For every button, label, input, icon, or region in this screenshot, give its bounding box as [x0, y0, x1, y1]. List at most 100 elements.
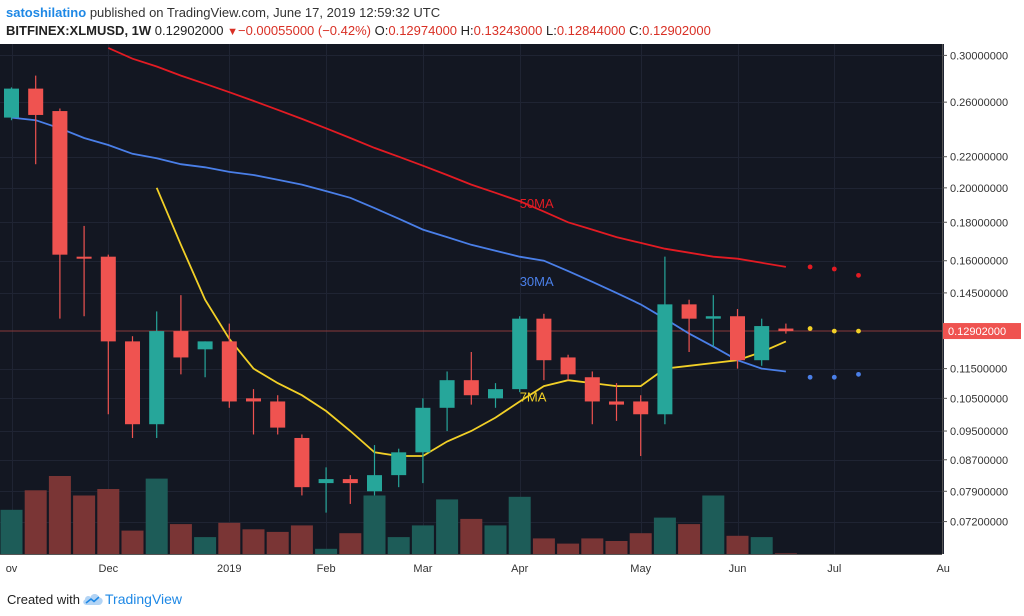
candle-body [149, 331, 165, 425]
time-tick-label: Au [936, 563, 949, 575]
candle-body [415, 407, 431, 453]
volume-bar [48, 476, 71, 554]
candle-body [367, 475, 382, 492]
projection-dot [831, 374, 837, 380]
candle-body [391, 452, 407, 476]
candle-body [512, 318, 528, 390]
candles [4, 75, 794, 513]
volume-bar [532, 538, 555, 554]
volume-bar [145, 478, 168, 554]
volume-bar [678, 524, 701, 554]
volume-bar [73, 495, 96, 554]
candle-body [705, 316, 721, 319]
projection-dot [807, 374, 813, 380]
publish-date: published on TradingView.com, June 17, 2… [89, 5, 441, 20]
volume-bars [0, 476, 797, 554]
candle-body [633, 401, 649, 415]
volume-bar [169, 524, 192, 554]
time-tick-label: Mar [413, 563, 432, 575]
projection-dot [807, 264, 813, 270]
candle-body [4, 88, 19, 118]
candle-body [439, 380, 455, 408]
volume-bar [702, 495, 725, 554]
price-tick-label: 0.09500000 [950, 426, 1008, 438]
price-axis[interactable]: 0.30000000 0.26000000 0.22000000 0.20000000… [942, 50, 1021, 529]
candle-body [197, 341, 213, 350]
last-price-label: 0.12902000 [948, 326, 1006, 338]
projection-dot [831, 266, 837, 272]
price-tick-label: 0.14500000 [950, 288, 1008, 300]
candle-body [76, 256, 92, 259]
time-tick-label: Apr [511, 563, 528, 575]
candle-body [463, 380, 479, 396]
time-tick-label: 2019 [217, 563, 241, 575]
projection-dots [807, 264, 861, 380]
volume-bar [363, 495, 386, 554]
close-label: C: [629, 23, 643, 38]
price-change: −0.00055000 (−0.42%) [238, 23, 371, 38]
ohlc-legend: BITFINEX:XLMUSD, 1W 0.12902000 ▼−0.00055… [6, 23, 711, 38]
candle-body [173, 331, 189, 358]
volume-bar [750, 537, 773, 554]
candle-body [560, 357, 576, 375]
candle-body [754, 326, 770, 361]
candle-body [294, 437, 310, 488]
plot-background [0, 44, 942, 554]
change-down-icon: ▼ [227, 26, 238, 38]
price-tick-label: 0.26000000 [950, 97, 1008, 109]
time-tick-label: Jun [729, 563, 747, 575]
volume-bar [0, 509, 23, 554]
volume-bar [97, 489, 120, 554]
ma-label-7ma: 7MA [520, 389, 547, 404]
volume-bar [266, 531, 289, 554]
volume-bar [411, 525, 434, 554]
volume-bar [290, 525, 313, 554]
candlestick-chart[interactable]: 50MA 30MA 7MA 0.30000000 0.26000000 0.220000… [0, 44, 1024, 580]
price-tick-label: 0.10500000 [950, 393, 1008, 405]
projection-dot [807, 326, 813, 331]
open-label: O: [374, 23, 389, 38]
volume-bar [194, 537, 217, 554]
candle-body [584, 377, 600, 402]
time-axis-background [0, 554, 942, 580]
price-tick-label: 0.07200000 [950, 517, 1008, 529]
candle-body [221, 341, 237, 402]
volume-bar [726, 535, 749, 554]
ma-labels: 50MA 30MA 7MA [520, 196, 554, 404]
volume-bar [242, 529, 265, 554]
volume-bar [218, 522, 241, 554]
tradingview-cloud-icon [83, 594, 103, 605]
high-value: 0.13243000 [473, 23, 543, 38]
volume-bar [653, 517, 676, 554]
current-price: 0.12902000 [154, 23, 224, 38]
price-tick-label: 0.18000000 [950, 217, 1008, 229]
volume-bar [387, 537, 410, 554]
symbol-label[interactable]: BITFINEX:XLMUSD, 1W [6, 23, 152, 38]
volume-bar [774, 553, 797, 554]
time-axis[interactable]: ov Dec 2019 Feb Mar Apr May Jun Jul Au [6, 563, 950, 575]
footer: Created with TradingView [0, 580, 1024, 616]
volume-bar [339, 533, 362, 554]
tradingview-brand[interactable]: TradingView [105, 591, 183, 607]
volume-bar [605, 541, 628, 554]
candle-body [657, 304, 673, 415]
open-value: 0.12974000 [388, 23, 458, 38]
candle-body [28, 88, 44, 115]
ma-line-30ma [11, 116, 787, 373]
created-with-label: Created with [7, 592, 80, 607]
candle-body [730, 316, 745, 361]
projection-dot [831, 328, 837, 334]
candle-body [270, 401, 286, 428]
author-link[interactable]: satoshilatino [6, 5, 87, 20]
ma-label-50ma: 50MA [520, 196, 554, 211]
last-price-badge [943, 323, 1021, 340]
price-tick-label: 0.16000000 [950, 256, 1008, 268]
volume-bar [508, 496, 531, 554]
volume-bar [581, 538, 604, 554]
volume-bar [24, 490, 47, 554]
candle-body [778, 328, 794, 332]
chart-area[interactable]: 50MA 30MA 7MA 0.30000000 0.26000000 0.220000… [0, 44, 1024, 580]
projection-dot [856, 328, 861, 334]
high-label: H: [460, 23, 474, 38]
candle-body [536, 318, 552, 361]
